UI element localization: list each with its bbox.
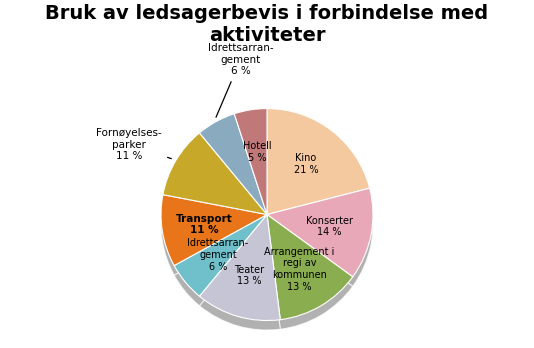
Wedge shape <box>267 109 370 214</box>
Wedge shape <box>199 224 280 330</box>
Text: Idrettsarran-
gement
6 %: Idrettsarran- gement 6 % <box>208 43 273 117</box>
Wedge shape <box>234 109 267 214</box>
Wedge shape <box>199 214 280 321</box>
Wedge shape <box>199 123 267 224</box>
Wedge shape <box>267 118 370 224</box>
Wedge shape <box>267 188 373 277</box>
Text: Transport
11 %: Transport 11 % <box>176 214 233 235</box>
Wedge shape <box>267 214 353 320</box>
Wedge shape <box>234 118 267 224</box>
Wedge shape <box>267 224 353 329</box>
Text: Idrettsarran-
gement
6 %: Idrettsarran- gement 6 % <box>187 238 249 272</box>
Wedge shape <box>161 195 267 266</box>
Text: Konserter
14 %: Konserter 14 % <box>306 216 353 237</box>
Wedge shape <box>174 214 267 296</box>
Text: Hotell
5 %: Hotell 5 % <box>243 141 271 163</box>
Wedge shape <box>267 198 373 286</box>
Wedge shape <box>161 204 267 275</box>
Text: Teater
13 %: Teater 13 % <box>234 265 264 286</box>
Text: Kino
21 %: Kino 21 % <box>294 153 318 175</box>
Wedge shape <box>163 142 267 224</box>
Wedge shape <box>174 224 267 306</box>
Text: Fornøyelses-
parker
11 %: Fornøyelses- parker 11 % <box>96 128 171 161</box>
Text: Arrangement i
regi av
kommunen
13 %: Arrangement i regi av kommunen 13 % <box>264 247 335 292</box>
Text: Bruk av ledsagerbevis i forbindelse med
aktiviteter: Bruk av ledsagerbevis i forbindelse med … <box>45 4 489 45</box>
Wedge shape <box>163 133 267 214</box>
Wedge shape <box>199 114 267 214</box>
